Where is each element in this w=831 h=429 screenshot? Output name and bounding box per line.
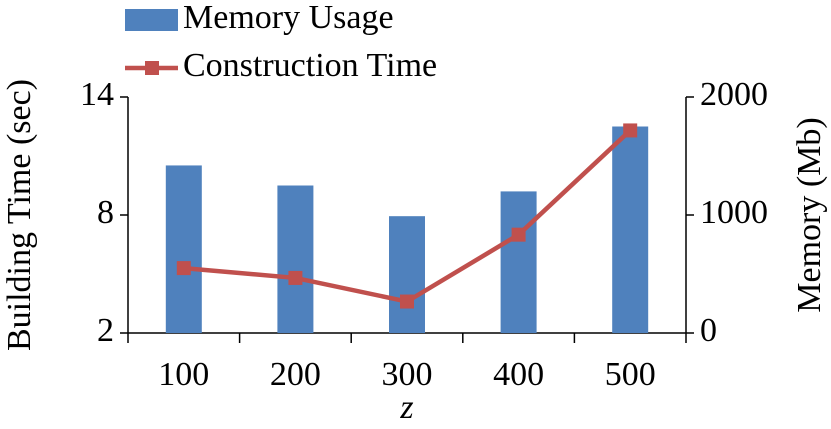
x-tick-label: 100 <box>158 356 209 393</box>
x-tick-label: 400 <box>493 356 544 393</box>
x-tick-label: 200 <box>270 356 321 393</box>
bar <box>389 216 425 333</box>
legend-label: Construction Time <box>183 47 437 84</box>
legend-label: Memory Usage <box>183 0 394 36</box>
marker <box>288 270 303 285</box>
marker <box>511 227 526 242</box>
y-axis-label: Building Time (sec) <box>1 79 38 351</box>
y2-axis-label: Memory (Mb) <box>791 117 828 312</box>
legend-marker <box>145 61 159 75</box>
x-axis-label: z <box>399 389 413 426</box>
bar <box>165 165 202 333</box>
y2-tick-label: 0 <box>700 312 717 349</box>
x-tick-label: 300 <box>382 356 433 393</box>
y-tick-label: 8 <box>97 194 114 231</box>
bar <box>612 126 649 333</box>
bar <box>277 185 314 333</box>
y-tick-label: 2 <box>97 312 114 349</box>
legend-swatch <box>125 9 178 31</box>
marker <box>623 123 638 138</box>
bar <box>500 191 537 333</box>
x-tick-label: 500 <box>605 356 656 393</box>
y-tick-label: 14 <box>80 76 114 113</box>
marker <box>400 294 414 309</box>
y2-tick-label: 1000 <box>700 194 768 231</box>
marker <box>176 261 191 276</box>
y2-tick-label: 2000 <box>700 76 768 113</box>
